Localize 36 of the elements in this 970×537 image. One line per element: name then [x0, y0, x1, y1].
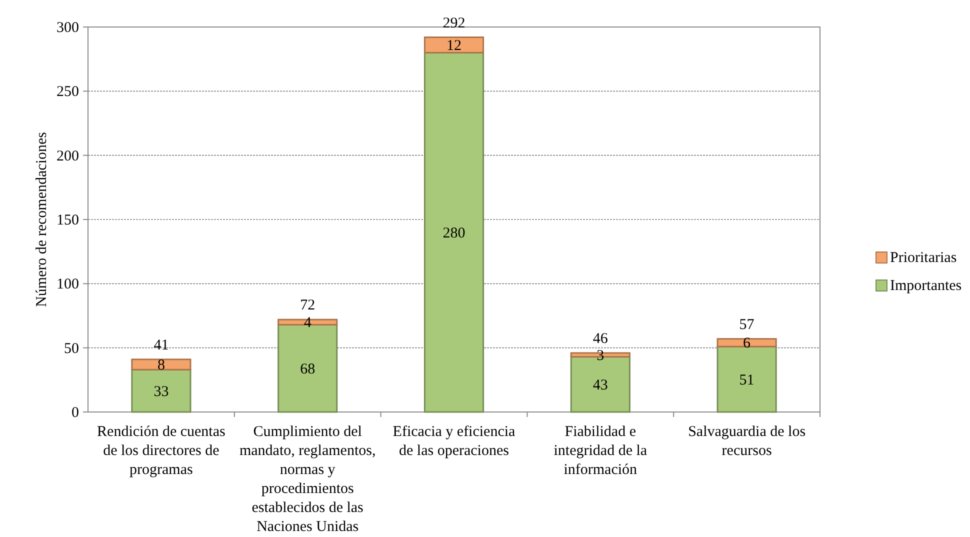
legend-label: Prioritarias [890, 250, 957, 266]
y-tick-label: 150 [56, 212, 79, 228]
x-tick-label: Cumplimiento del mandato, reglamentos, normas y procedimientos establecidos de las Naciones Unidas [239, 424, 376, 535]
data-label: 3 [596, 348, 604, 364]
bar [131, 358, 192, 370]
y-tick-label: 250 [56, 84, 79, 100]
total-label: 292 [442, 15, 466, 32]
data-label: 33 [154, 384, 169, 400]
y-tick-label: 200 [56, 148, 79, 164]
y-tick-label: 50 [64, 340, 79, 357]
legend-label: Importantes [890, 278, 962, 294]
x-tick-label: Eficacia y eficiencia de las operaciones [392, 424, 516, 459]
bar [424, 52, 484, 413]
total-label: 57 [739, 316, 755, 333]
bar [278, 318, 338, 326]
y-tick-label: 300 [56, 20, 79, 36]
data-label: 4 [304, 315, 312, 332]
data-label: 280 [442, 225, 466, 242]
total-label: 72 [300, 298, 316, 314]
bar [131, 368, 192, 413]
data-label: 8 [157, 358, 165, 374]
x-tick-label: Salvaguardia de los recursos [688, 424, 806, 459]
x-tick-label: Fiabilidad e integridad de la información [554, 424, 648, 478]
x-tick-label: Rendición de cuentas de los directores de programas [97, 424, 226, 478]
data-label: 12 [446, 38, 462, 54]
y-tick-label: 100 [56, 276, 79, 293]
data-label: 43 [592, 377, 608, 394]
bar [716, 338, 777, 348]
y-tick-label: 0 [72, 405, 79, 421]
total-label: 46 [592, 330, 608, 347]
data-label: 6 [743, 336, 752, 352]
y-axis-title: Número de recomendaciones [34, 132, 50, 307]
data-label: 68 [300, 361, 316, 378]
data-label: 51 [739, 372, 754, 388]
total-label: 41 [154, 337, 169, 354]
bar [424, 36, 484, 54]
